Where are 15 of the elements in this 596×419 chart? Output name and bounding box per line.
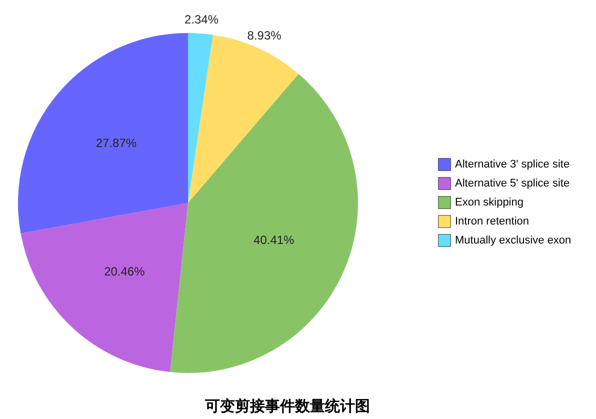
data-label: 8.93% [247, 28, 282, 43]
data-label: 27.87% [96, 136, 137, 150]
data-label: 20.46% [104, 264, 146, 279]
legend-label: Mutually exclusive exon [455, 234, 572, 246]
text: 可变剪接事件数量统计图 [204, 397, 370, 415]
pie-slice [20, 203, 188, 372]
pie-slice [18, 33, 188, 234]
pie-slice [170, 74, 358, 373]
data-label: 2.34% [184, 12, 219, 26]
legend-label: Alternative 5' splice site [455, 178, 570, 190]
legend-label: Exon skipping [455, 196, 524, 208]
data-label: 40.41% [254, 232, 295, 247]
pie-slice [188, 33, 213, 203]
legend-label: Alternative 3' splice site [455, 158, 570, 170]
legend-label: Intron retention [455, 216, 529, 228]
